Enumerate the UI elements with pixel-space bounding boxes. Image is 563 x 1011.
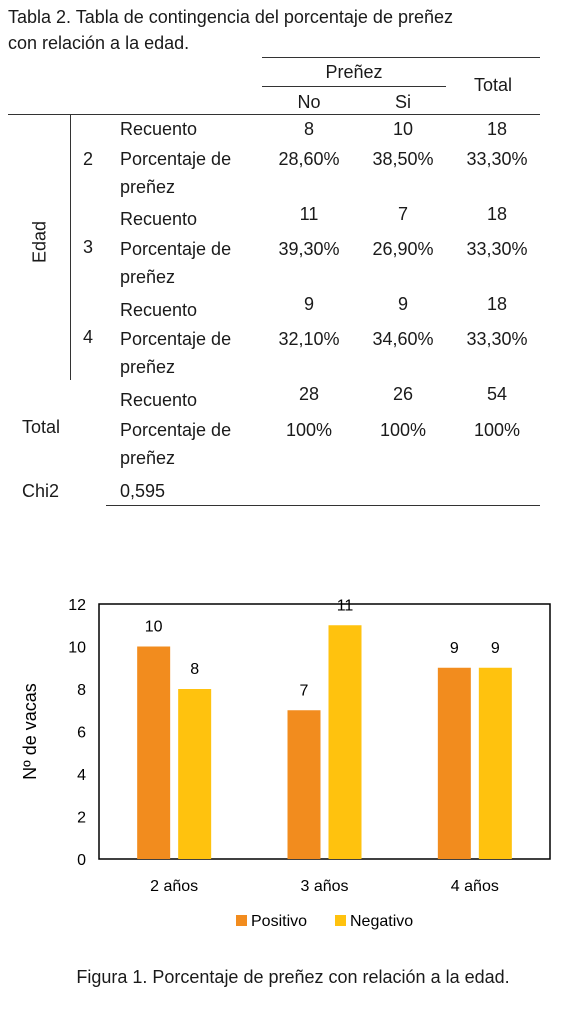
y-axis-title: Nº de vacas xyxy=(20,683,40,780)
si-pct: 34,60% xyxy=(372,329,434,349)
table-top-rule xyxy=(262,57,540,58)
data-label: 8 xyxy=(190,661,199,678)
no-pct: 100% xyxy=(285,420,333,440)
data-label: 9 xyxy=(491,640,500,657)
chi-label: Chi2 xyxy=(22,481,60,501)
total-pct: 33,30% xyxy=(466,149,528,169)
total-pct: 33,30% xyxy=(466,329,528,349)
bar xyxy=(328,625,362,859)
si-count: 26 xyxy=(392,384,414,404)
legend-label: Positivo xyxy=(251,913,307,930)
data-label: 10 xyxy=(145,619,163,636)
y-tick-label: 12 xyxy=(68,597,86,614)
bar xyxy=(137,646,171,859)
si-count: 7 xyxy=(397,204,409,224)
pct-label-cont: preñez xyxy=(120,448,176,468)
si-pct: 26,90% xyxy=(372,239,434,259)
pct-label-cont: preñez xyxy=(120,357,176,377)
age-label: 4 xyxy=(83,327,94,347)
total-count: 18 xyxy=(486,204,508,224)
no-pct: 32,10% xyxy=(278,329,340,349)
count-label: Recuento xyxy=(120,119,198,139)
prenez-underline xyxy=(262,86,446,87)
plot-area xyxy=(98,603,551,860)
si-count: 9 xyxy=(397,294,409,314)
si-count: 10 xyxy=(392,119,414,139)
caption-line-1: Tabla 2. Tabla de contingencia del porce… xyxy=(8,7,453,27)
header-prenez: Preñez xyxy=(325,62,383,82)
y-tick-label: 10 xyxy=(68,640,86,657)
pct-label-cont: preñez xyxy=(120,267,176,287)
header-no: No xyxy=(297,92,321,112)
chi-value: 0,595 xyxy=(120,481,166,501)
pct-label: Porcentaje de xyxy=(120,149,232,169)
total-count: 54 xyxy=(486,384,508,404)
row-group-label-edad: Edad xyxy=(29,220,50,264)
pct-label: Porcentaje de xyxy=(120,420,232,440)
data-label: 11 xyxy=(337,597,354,614)
no-pct: 39,30% xyxy=(278,239,340,259)
total-pct: 100% xyxy=(473,420,521,440)
table-bottom-rule xyxy=(106,505,540,506)
pct-label-cont: preñez xyxy=(120,177,176,197)
count-label: Recuento xyxy=(120,390,198,410)
x-tick-label: 2 años xyxy=(150,878,198,895)
edad-divider xyxy=(70,114,71,380)
x-tick-label: 3 años xyxy=(300,878,348,895)
pct-label: Porcentaje de xyxy=(120,329,232,349)
y-tick-label: 2 xyxy=(77,810,86,827)
header-bottom-rule xyxy=(8,114,540,115)
si-pct: 38,50% xyxy=(372,149,434,169)
si-pct: 100% xyxy=(379,420,427,440)
bar xyxy=(478,667,512,859)
y-tick-label: 0 xyxy=(77,852,86,869)
age-label: 2 xyxy=(83,149,94,169)
no-count: 8 xyxy=(303,119,315,139)
data-label: 7 xyxy=(300,682,309,699)
caption-line-2: con relación a la edad. xyxy=(8,33,190,53)
pct-label: Porcentaje de xyxy=(120,239,232,259)
x-tick-label: 4 años xyxy=(451,878,499,895)
no-count: 11 xyxy=(299,204,319,224)
total-label: Total xyxy=(22,417,61,437)
figure-caption: Figura 1. Porcentaje de preñez con relac… xyxy=(76,967,510,987)
legend-swatch xyxy=(236,915,247,926)
bar-chart: 0 2 4 6 8 10 12 Nº de vacas 10 8 2 años 7 11 3 años 9 9… xyxy=(20,597,551,930)
count-label: Recuento xyxy=(120,300,198,320)
data-label: 9 xyxy=(450,640,459,657)
bar xyxy=(178,689,212,859)
bar xyxy=(287,710,321,859)
header-si: Si xyxy=(394,92,412,112)
no-count: 28 xyxy=(298,384,320,404)
y-tick-label: 8 xyxy=(77,682,86,699)
age-label: 3 xyxy=(83,237,94,257)
legend-swatch xyxy=(335,915,346,926)
total-pct: 33,30% xyxy=(466,239,528,259)
no-pct: 28,60% xyxy=(278,149,340,169)
header-total: Total xyxy=(473,75,513,95)
total-count: 18 xyxy=(486,294,508,314)
bar xyxy=(437,667,471,859)
no-count: 9 xyxy=(303,294,315,314)
legend-label: Negativo xyxy=(350,913,413,930)
total-count: 18 xyxy=(486,119,508,139)
count-label: Recuento xyxy=(120,209,198,229)
y-tick-label: 6 xyxy=(77,725,86,742)
y-tick-label: 4 xyxy=(77,767,86,784)
